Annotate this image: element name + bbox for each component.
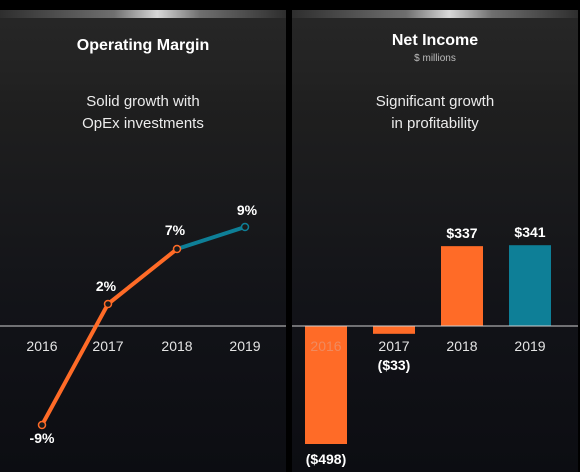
x-tick-label: 2016	[26, 338, 57, 354]
panel-top-bar	[0, 10, 286, 18]
operating-margin-panel: Operating Margin Solid growth with OpEx …	[0, 10, 286, 472]
panel-tagline-line2: in profitability	[391, 115, 479, 132]
data-label: $341	[514, 224, 545, 240]
data-label: -9%	[30, 430, 55, 446]
x-tick-label: 2019	[229, 338, 260, 354]
series-line-segment	[175, 225, 247, 251]
data-label: 2%	[96, 278, 117, 294]
net-income-panel: Net Income $ millions Significant growth…	[292, 10, 578, 472]
operating-margin-line-chart: 2016 2017 2018 2019 -9% 2% 7% 9%	[0, 202, 286, 446]
panel-header	[0, 18, 286, 83]
data-point	[172, 244, 182, 254]
data-label: ($498)	[306, 451, 346, 467]
data-point	[103, 299, 113, 309]
x-tick-label: 2017	[378, 338, 409, 354]
x-tick-label: 2018	[161, 338, 192, 354]
bar	[305, 326, 347, 444]
data-label: 7%	[165, 222, 186, 238]
bar	[441, 246, 483, 326]
panel-tagline-line2: OpEx investments	[82, 115, 204, 132]
data-label: 9%	[237, 202, 258, 218]
x-tick-label: 2016	[310, 338, 341, 354]
series-line-segment	[106, 247, 179, 306]
panel-title: Operating Margin	[76, 37, 210, 54]
x-tick-label: 2018	[446, 338, 477, 354]
bar	[509, 245, 551, 326]
x-tick-label: 2017	[92, 338, 123, 354]
panel-tagline-line1: Solid growth with	[86, 93, 200, 110]
x-tick-label: 2019	[514, 338, 545, 354]
panel-title: Net Income	[391, 32, 479, 49]
net-income-bar-chart: 2016 2017 2018 2019 ($498) ($33) $337 $341	[292, 224, 578, 467]
panel-tagline-line1: Significant growth	[375, 93, 495, 110]
panel-top-bar	[292, 10, 578, 18]
data-label: $337	[446, 225, 477, 241]
data-label: ($33)	[378, 357, 411, 373]
panel-subtitle: $ millions	[414, 53, 456, 64]
series-line-segment	[40, 302, 110, 427]
panel-header	[292, 18, 578, 83]
data-point	[37, 420, 47, 430]
bar	[373, 326, 415, 334]
data-point	[240, 222, 250, 232]
